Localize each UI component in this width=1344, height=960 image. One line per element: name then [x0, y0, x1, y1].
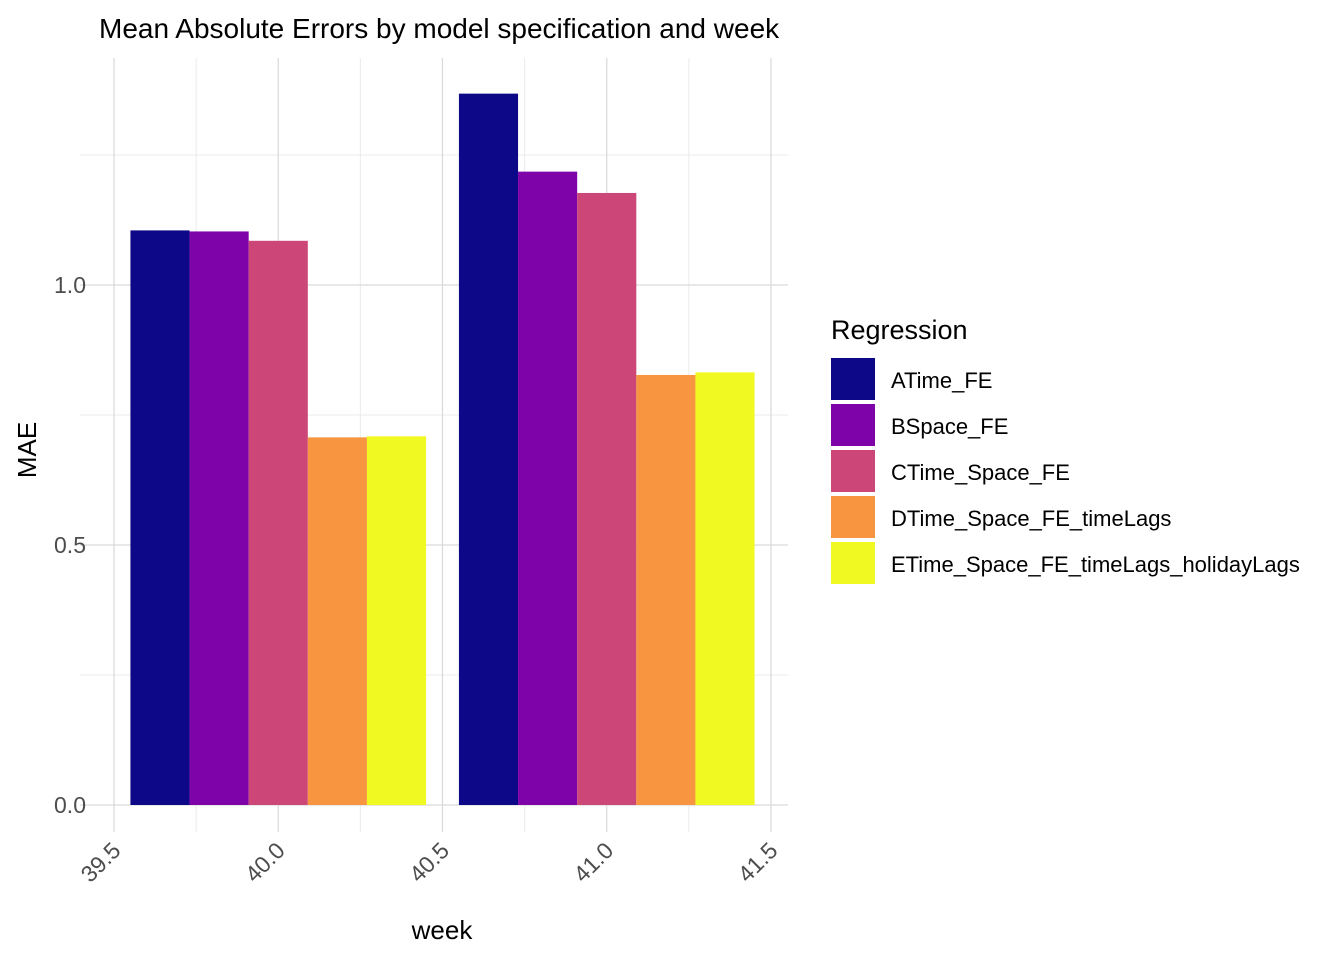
bar-DTime_Space_FE_timeLags-40 — [307, 437, 367, 805]
x-tick-label: 40.5 — [404, 837, 454, 887]
legend: Regression ATime_FE BSpace_FE CTime_Space_… — [831, 315, 1300, 584]
y-axis-ticks: 0.0 0.5 1.0 — [54, 272, 86, 818]
bar-ATime_FE-41 — [458, 93, 519, 805]
x-tick-label: 41.0 — [568, 837, 618, 887]
x-tick-label: 41.5 — [732, 837, 782, 887]
chart-title: Mean Absolute Errors by model specificat… — [99, 13, 780, 44]
y-tick-label: 0.5 — [54, 532, 86, 558]
legend-swatch-CTime_Space_FE — [831, 450, 875, 492]
bar-CTime_Space_FE-40 — [248, 240, 308, 806]
legend-swatch-BSpace_FE — [831, 404, 875, 446]
y-axis-label: MAE — [12, 422, 42, 478]
legend-swatch-DTime_Space_FE_timeLags — [831, 496, 875, 538]
legend-label-BSpace_FE: BSpace_FE — [891, 414, 1008, 439]
bar-BSpace_FE-41 — [518, 171, 578, 805]
bar-CTime_Space_FE-41 — [577, 192, 637, 805]
x-axis-ticks: 39.5 40.0 40.5 41.0 41.5 — [75, 837, 782, 887]
legend-title: Regression — [831, 315, 968, 345]
legend-label-CTime_Space_FE: CTime_Space_FE — [891, 460, 1070, 485]
legend-swatch-ATime_FE — [831, 358, 875, 400]
y-tick-label: 1.0 — [54, 272, 86, 298]
bar-ATime_FE-40 — [130, 230, 190, 805]
x-tick-label: 40.0 — [240, 837, 290, 887]
legend-label-ATime_FE: ATime_FE — [891, 368, 992, 393]
bar-ETime_Space_FE_timeLags_holidayLags-40 — [366, 436, 427, 805]
x-axis-label: week — [411, 915, 474, 945]
bar-BSpace_FE-40 — [189, 231, 249, 805]
legend-label-DTime_Space_FE_timeLags: DTime_Space_FE_timeLags — [891, 506, 1171, 531]
legend-label-ETime_Space_FE_timeLags_holidayLags: ETime_Space_FE_timeLags_holidayLags — [891, 552, 1300, 577]
legend-swatch-ETime_Space_FE_timeLags_holidayLags — [831, 542, 875, 584]
x-tick-label: 39.5 — [75, 837, 125, 887]
bar-ETime_Space_FE_timeLags_holidayLags-41 — [695, 372, 755, 805]
y-tick-label: 0.0 — [54, 792, 86, 818]
bars — [130, 93, 755, 806]
bar-DTime_Space_FE_timeLags-41 — [636, 374, 696, 805]
